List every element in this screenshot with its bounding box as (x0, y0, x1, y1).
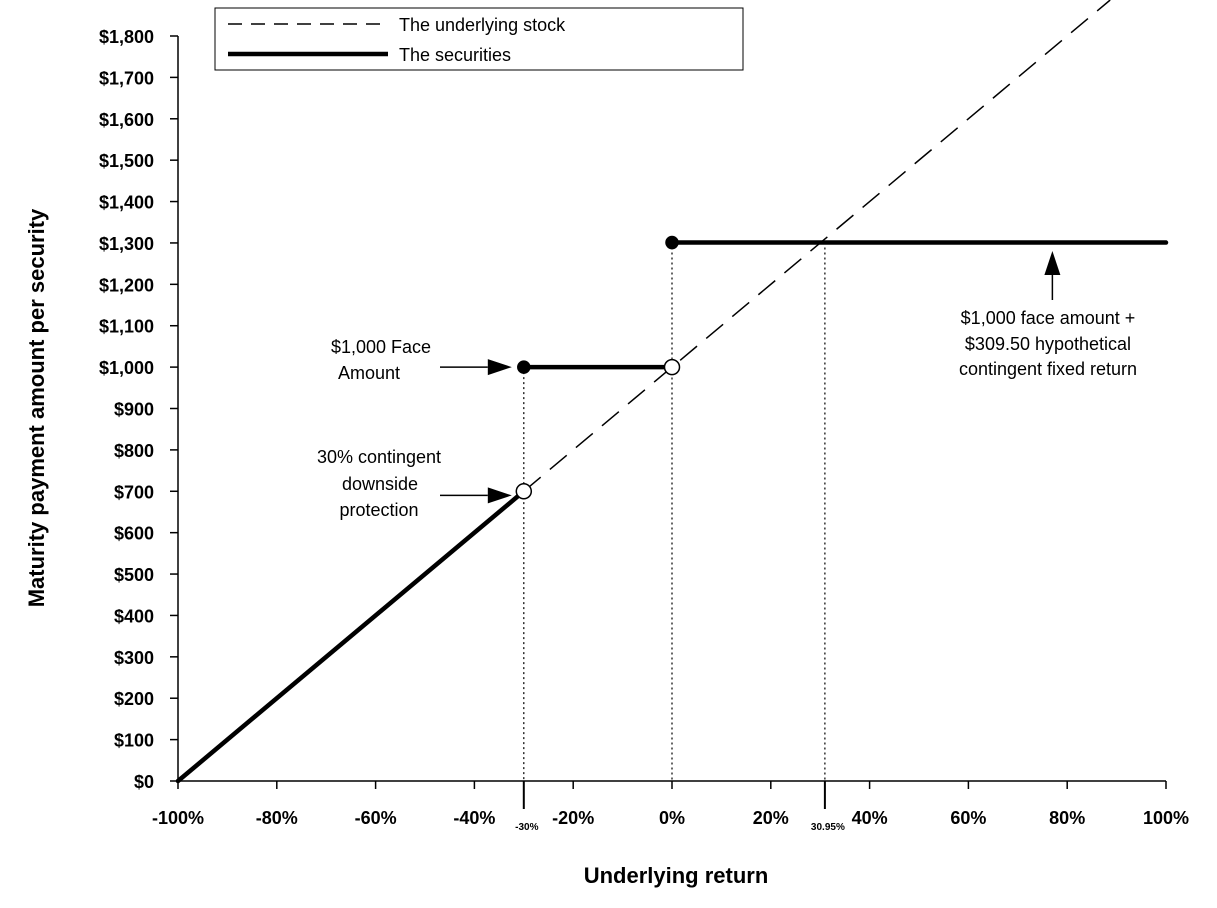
y-tick-label: $1,500 (99, 151, 154, 171)
legend: The underlying stock The securities (214, 7, 744, 71)
y-tick-label: $900 (114, 400, 154, 420)
y-tick-label: $1,100 (99, 317, 154, 337)
annotation-arrow (1044, 250, 1061, 300)
axes: $0 $100 $200 $300 $400 $500 $600 $700 $800 $900 $1… (99, 27, 1189, 833)
arrow-head (1044, 250, 1061, 275)
annotation-arrow (440, 359, 512, 376)
arrow-head (487, 487, 512, 504)
legend-label-securities: The securities (399, 45, 511, 65)
x-tick-label: -100% (152, 808, 204, 828)
legend-box (214, 7, 744, 71)
x-tick-label: -40% (453, 808, 495, 828)
x-tick-label: 0% (659, 808, 685, 828)
annotation-line: $1,000 face amount + (961, 308, 1136, 328)
annotations: $1,000 Face Amount 30% contingent downside p… (317, 250, 1137, 520)
y-tick-label: $1,300 (99, 234, 154, 254)
y-tick-label: $100 (114, 731, 154, 751)
legend-label-underlying: The underlying stock (399, 15, 566, 35)
annotation-line: $309.50 hypothetical (965, 334, 1131, 354)
y-tick-label: $1,400 (99, 193, 154, 213)
y-tick-label: $1,600 (99, 110, 154, 130)
filled-marker (665, 235, 679, 250)
annotation-arrow (440, 487, 512, 504)
annotation-line: Amount (338, 363, 400, 383)
reference-lines (523, 242, 826, 781)
annotation-line: $1,000 Face (331, 337, 431, 357)
x-tick-label: 40% (852, 808, 888, 828)
annotation-face-amount: $1,000 Face Amount (331, 337, 431, 383)
markers (515, 235, 681, 500)
underlying-stock-line (523, 0, 1111, 492)
y-tick-label: $600 (114, 524, 154, 544)
filled-marker (517, 360, 531, 374)
securities-segment (175, 489, 527, 784)
annotation-line: protection (339, 500, 418, 520)
y-tick-label: $500 (114, 565, 154, 585)
annotation-downside-protection: 30% contingent downside protection (317, 447, 441, 520)
x-axis-title: Underlying return (584, 863, 769, 888)
y-tick-label: $700 (114, 482, 154, 502)
annotation-line: 30% contingent (317, 447, 441, 467)
series-layer (175, 0, 1169, 784)
x-tick-label: 100% (1143, 808, 1189, 828)
x-tick-label: 20% (753, 808, 789, 828)
y-tick-label: $1,700 (99, 68, 154, 88)
x-tick-label: -60% (355, 808, 397, 828)
arrow-head (487, 359, 512, 376)
x-extra-tick-label: 30.95% (811, 822, 845, 833)
x-tick-label: 80% (1049, 808, 1085, 828)
open-marker (663, 358, 681, 376)
y-axis-title: Maturity payment amount per security (24, 208, 49, 607)
y-tick-label: $300 (114, 648, 154, 668)
y-tick-label: $800 (114, 441, 154, 461)
x-tick-label: 60% (950, 808, 986, 828)
x-tick-label: -80% (256, 808, 298, 828)
y-tick-label: $400 (114, 606, 154, 626)
y-tick-label: $0 (134, 772, 154, 792)
open-marker (515, 483, 533, 500)
x-tick-label: -20% (552, 808, 594, 828)
y-tick-label: $1,000 (99, 358, 154, 378)
annotation-line: downside (342, 474, 418, 494)
x-extra-tick-label: -30% (515, 822, 538, 833)
y-tick-label: $1,200 (99, 275, 154, 295)
y-tick-label: $200 (114, 689, 154, 709)
annotation-fixed-return: $1,000 face amount + $309.50 hypothetical… (959, 308, 1137, 379)
annotation-line: contingent fixed return (959, 359, 1137, 379)
y-tick-label: $1,800 (99, 27, 154, 47)
